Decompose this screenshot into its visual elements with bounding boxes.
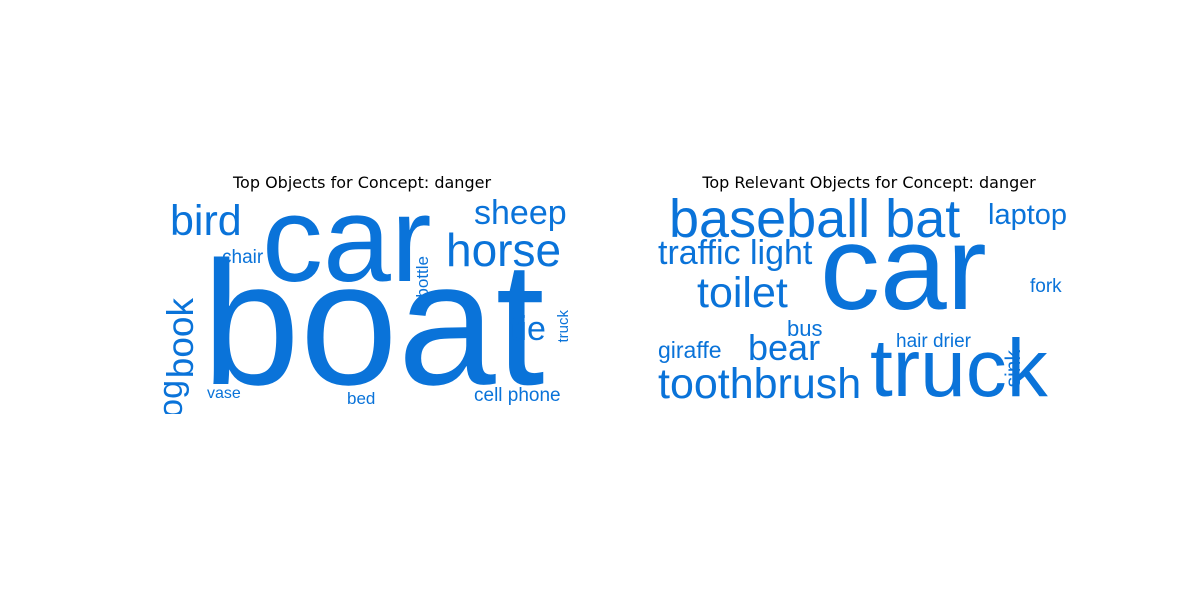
word-giraffe: giraffe (658, 337, 722, 363)
word-sink: sink (1002, 350, 1025, 388)
word-bottle: bottle (413, 256, 432, 298)
word-dog: dog (152, 380, 190, 414)
word-bear: bear (748, 327, 821, 368)
chart-title: Top Objects for Concept: danger (232, 173, 492, 192)
word-car: car (820, 201, 987, 335)
word-hair-drier: hair drier (896, 331, 971, 352)
wordcloud-area: boat car horse bird sheep book tie dog bottle cha… (152, 198, 574, 414)
word-cell-phone: cell phone (474, 385, 561, 406)
word-toilet: toilet (697, 269, 788, 317)
word-chair: chair (222, 247, 264, 268)
word-truck: truck (555, 310, 572, 343)
chart-title: Top Relevant Objects for Concept: danger (702, 173, 1036, 192)
word-bed: bed (347, 389, 376, 408)
word-book: book (160, 298, 201, 379)
word-tie: tie (510, 310, 546, 348)
word-car: car (262, 198, 432, 307)
word-sheep: sheep (474, 198, 567, 232)
word-traffic-light: traffic light (658, 234, 813, 272)
word-laptop: laptop (988, 199, 1068, 231)
word-vase: vase (207, 385, 241, 402)
word-fork: fork (1030, 276, 1062, 297)
word-baseball-bat: baseball bat (669, 198, 961, 249)
word-toothbrush: toothbrush (658, 360, 862, 408)
word-horse: horse (446, 224, 562, 276)
word-boat: boat (202, 226, 545, 414)
wordcloud-area: car truck baseball bat toothbrush toilet traf… (655, 198, 1077, 414)
word-bus: bus (787, 316, 823, 341)
word-bird: bird (170, 198, 242, 245)
word-truck: truck (870, 323, 1048, 414)
